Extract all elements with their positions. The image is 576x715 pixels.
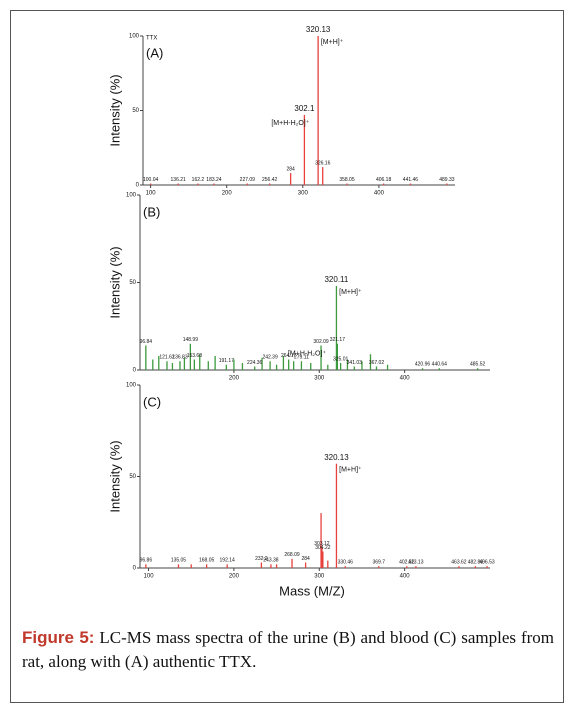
peak-label: 148.99	[183, 337, 199, 343]
ion-label: [M+H-H₂O]⁺	[271, 120, 309, 127]
peak-label: 136.21	[171, 177, 187, 183]
y-tick-label: 0	[133, 566, 137, 572]
figure: Mass (M/Z) 0 50 100 100 200 300 400 320.13 [M+H]…	[107, 25, 495, 598]
y-tick-label: 100	[126, 193, 137, 199]
peak-label: 441.46	[403, 177, 419, 183]
peak-label: 96.84	[140, 339, 153, 345]
x-tick-label: 300	[314, 376, 325, 382]
peak-label: 325.01	[333, 356, 349, 362]
ion-label: [M+H-H₂O]⁺	[288, 350, 326, 357]
peak-label: 256.42	[262, 177, 278, 183]
peak-label: 279.11	[294, 355, 309, 361]
peak-label: 243.38	[263, 558, 279, 564]
y-tick-label: 0	[133, 368, 137, 374]
x-axis-label: Mass (M/Z)	[279, 583, 345, 598]
peak-label: 420.96	[415, 362, 431, 368]
caption: Figure 5: LC-MS mass spectra of the urin…	[22, 626, 554, 674]
peak-label: 496.53	[479, 559, 495, 565]
peak-label: 463.62	[451, 559, 467, 565]
figure-frame	[10, 10, 564, 703]
ion-label: [M+H]⁺	[339, 289, 362, 296]
peak-label: 367.02	[369, 360, 385, 366]
peak-label: 224.36	[247, 360, 263, 366]
peak-label: 232.2	[255, 556, 268, 562]
y-tick-label: 50	[132, 108, 139, 114]
peak-label: 303.12	[314, 541, 330, 547]
x-tick-label: 200	[229, 376, 240, 382]
peak-label: 136.83	[172, 355, 188, 361]
x-tick-label: 100	[146, 191, 157, 197]
peak-label: 302.09	[313, 339, 329, 345]
ion-label: [M+H]⁺	[321, 39, 344, 46]
peak-label: 482.86	[468, 559, 484, 565]
x-tick-label: 400	[400, 574, 411, 580]
x-tick-label: 200	[229, 574, 240, 580]
x-tick-label: 400	[374, 191, 385, 197]
peak-label: 284	[286, 166, 295, 172]
peak-label: 326.16	[315, 160, 331, 166]
y-tick-label: 100	[126, 383, 137, 389]
peak-label: 191.17	[219, 358, 235, 364]
peak-label: 135.05	[171, 558, 187, 564]
peak-label: 413.13	[408, 559, 424, 565]
peak-label: 330.46	[338, 559, 354, 565]
y-axis-label: Intensity (%)	[107, 74, 122, 146]
y-tick-label: 50	[129, 280, 136, 286]
panel-label: (A)	[146, 45, 163, 60]
y-tick-label: 50	[129, 474, 136, 480]
peak-label: 320.11	[324, 275, 348, 284]
peak-label: 402.52	[399, 559, 415, 565]
peak-label: 227.09	[240, 177, 256, 183]
peak-label: 320.13	[324, 453, 349, 462]
y-axis-label: Intensity (%)	[107, 440, 122, 512]
panel-label: (C)	[143, 394, 161, 409]
peak-label: 320.13	[306, 25, 331, 34]
peak-label: 268.09	[284, 552, 300, 558]
peak-label: 369.7	[373, 559, 386, 565]
peak-label: 96.86	[140, 558, 153, 564]
peak-label: 100.04	[143, 177, 159, 183]
y-axis-label: Intensity (%)	[107, 246, 122, 318]
sample-label: TTX	[146, 36, 157, 42]
peak-label: 304.22	[315, 545, 331, 551]
ion-label: [M+H]⁺	[339, 467, 362, 474]
peak-label: 153.68	[187, 353, 203, 359]
peak-label: 341.03	[347, 360, 363, 366]
y-tick-label: 0	[136, 183, 140, 189]
y-tick-label: 100	[129, 34, 140, 40]
peak-label: 489.33	[439, 177, 455, 183]
peak-label: 440.64	[432, 362, 448, 368]
panel-label: (B)	[143, 204, 160, 219]
peak-label: 162.2	[192, 177, 205, 183]
x-tick-label: 300	[314, 574, 325, 580]
peak-label: 264.17	[281, 353, 297, 359]
peak-label: 121.62	[159, 355, 175, 361]
caption-label: Figure 5:	[22, 628, 95, 647]
peak-label: 321.17	[330, 337, 346, 343]
peak-label: 284	[301, 556, 310, 562]
x-tick-label: 100	[144, 574, 155, 580]
peak-label: 406.18	[376, 177, 392, 183]
peak-label: 242.39	[262, 355, 278, 361]
peak-label: 358.05	[339, 177, 355, 183]
caption-text: LC-MS mass spectra of the urine (B) and …	[22, 628, 554, 671]
x-tick-label: 200	[222, 191, 233, 197]
peak-label: 168.05	[199, 558, 215, 564]
peak-label: 485.52	[470, 362, 486, 368]
peak-label: 192.14	[220, 558, 236, 564]
peak-label: 183.24	[206, 177, 222, 183]
peak-label: 302.1	[294, 104, 315, 113]
x-tick-label: 400	[400, 376, 411, 382]
x-tick-label: 300	[298, 191, 309, 197]
